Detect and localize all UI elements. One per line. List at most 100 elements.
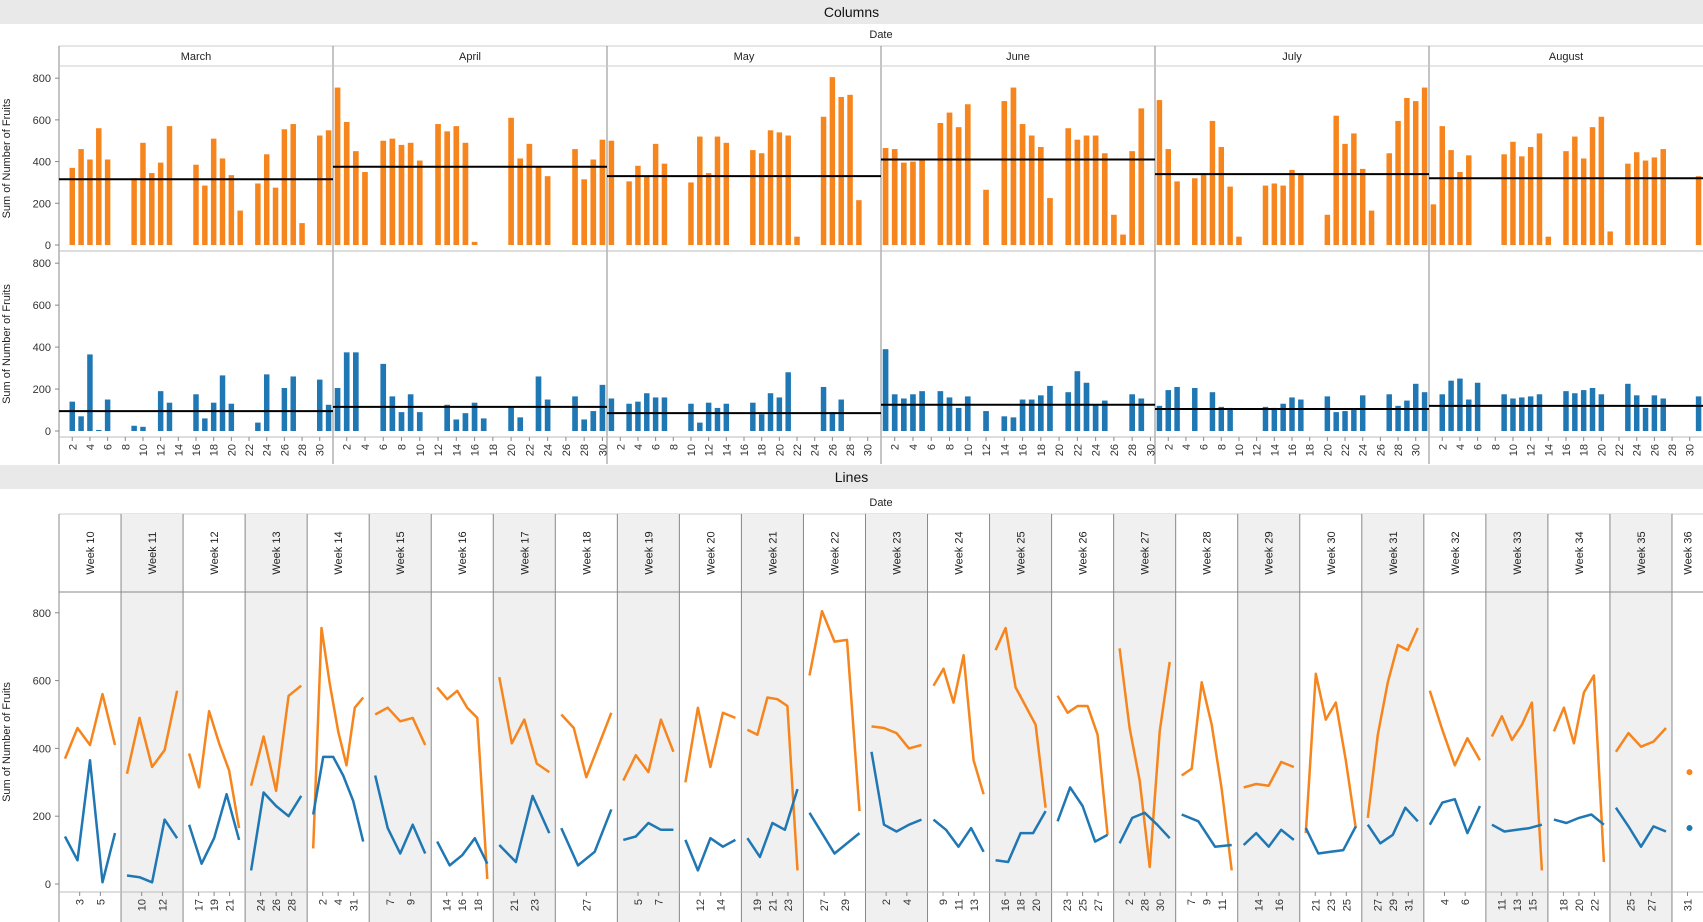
bar-blue-august-9: [1501, 394, 1507, 431]
bar-orange-june-12: [983, 189, 989, 245]
x-tick-label: 11: [1217, 899, 1229, 910]
week-header: Week 31: [1388, 531, 1400, 574]
bar-orange-july-29: [1404, 97, 1410, 245]
bar-orange-june-19: [1047, 198, 1053, 245]
x-tick-label: 30: [597, 444, 609, 456]
bar-orange-april-29: [590, 159, 597, 245]
bar-blue-july-17: [1298, 399, 1304, 431]
x-tick-label: 18: [1305, 444, 1317, 456]
line-orange-week-28: [1180, 681, 1233, 871]
x-tick-label: 2: [1163, 444, 1175, 450]
y-tick-label: 800: [33, 73, 51, 85]
x-tick-label: 30: [1155, 899, 1167, 911]
x-tick-label: 22: [1614, 444, 1626, 456]
x-tick-label: 27: [581, 899, 593, 911]
bar-orange-may-21: [785, 135, 791, 245]
bar-blue-march-16: [193, 394, 199, 431]
x-tick-label: 16: [457, 899, 469, 911]
x-tick-label: 11: [1496, 899, 1508, 910]
x-tick-label: 21: [225, 899, 237, 911]
x-tick-label: 9: [406, 899, 418, 905]
bar-blue-july-15: [1280, 403, 1286, 431]
x-tick-label: 4: [85, 444, 97, 450]
bar-orange-may-7: [661, 163, 668, 245]
bar-blue-june-4: [910, 394, 916, 431]
week-header: Week 30: [1326, 531, 1338, 574]
bar-blue-april-7: [389, 396, 396, 431]
bar-orange-april-27: [572, 149, 578, 245]
line-orange-week-29: [1243, 760, 1295, 789]
x-tick-label: 16: [1274, 899, 1286, 911]
x-tick-label: 2: [615, 444, 627, 450]
x-tick-label: 18: [473, 899, 485, 911]
bar-orange-august-10: [1510, 141, 1516, 245]
month-header-april: April: [459, 51, 481, 63]
bar-orange-august-24: [1633, 152, 1640, 245]
bar-blue-july-1: [1156, 405, 1163, 431]
bar-orange-april-4: [362, 172, 368, 245]
bar-blue-june-18: [1038, 395, 1044, 431]
bar-blue-may-10: [688, 403, 694, 431]
bar-orange-august-5: [1466, 155, 1472, 245]
bar-blue-march-26: [281, 388, 288, 431]
bar-orange-april-15: [462, 142, 469, 245]
y-axis-label: Sum of Number of Fruits: [1, 284, 13, 404]
x-tick-label: 29: [840, 899, 852, 911]
bar-orange-august-9: [1501, 154, 1507, 245]
y-tick-label: 600: [33, 300, 51, 312]
week-header: Week 11: [147, 532, 159, 574]
line-orange-week-10: [63, 692, 117, 760]
x-tick-label: 8: [120, 444, 132, 450]
x-tick-label: 9: [1202, 899, 1214, 905]
x-tick-label: 30: [315, 444, 327, 456]
week-header: Week 25: [1016, 531, 1028, 574]
bar-orange-august-16: [1563, 151, 1569, 245]
bar-orange-july-25: [1368, 210, 1375, 245]
x-tick-label: 12: [156, 444, 168, 456]
bar-orange-march-17: [202, 185, 208, 245]
x-tick-label: 23: [1062, 899, 1074, 911]
line-orange-week-34: [1552, 674, 1606, 863]
bar-blue-august-4: [1457, 378, 1463, 431]
line-blue-week-10: [63, 759, 117, 884]
bar-blue-march-31: [325, 404, 332, 431]
bar-blue-march-6: [104, 399, 111, 431]
x-tick-label: 2: [1124, 899, 1136, 905]
line-orange-week-12: [187, 709, 241, 829]
y-tick-label: 400: [33, 157, 51, 169]
x-tick-label: 26: [827, 444, 839, 456]
bar-blue-june-5: [919, 391, 925, 431]
bar-orange-august-19: [1589, 127, 1596, 245]
bar-orange-august-27: [1660, 149, 1666, 245]
bar-orange-march-30: [317, 135, 323, 245]
bar-orange-march-5: [96, 128, 102, 245]
bar-orange-may-25: [820, 116, 827, 245]
bar-orange-june-24: [1092, 135, 1099, 245]
bar-orange-july-6: [1200, 173, 1207, 245]
bar-blue-july-30: [1413, 383, 1419, 431]
line-blue-week-19: [622, 821, 674, 842]
bar-blue-june-9: [955, 407, 962, 431]
bar-blue-august-26: [1651, 395, 1658, 431]
x-tick-label: 14: [721, 444, 733, 456]
x-tick-label: 4: [908, 444, 920, 450]
x-tick-label: 15: [1527, 899, 1539, 911]
y-axis-label: Sum of Number of Fruits: [1, 682, 13, 802]
x-tick-label: 31: [1403, 899, 1415, 911]
bar-blue-march-10: [140, 426, 146, 431]
x-tick-label: 2: [67, 444, 79, 450]
bar-blue-april-16: [471, 402, 478, 431]
line-blue-week-21: [746, 788, 799, 859]
bar-blue-july-23: [1351, 410, 1357, 431]
bar-blue-june-3: [901, 398, 907, 431]
bar-orange-april-7: [389, 138, 396, 245]
week-band: [493, 514, 556, 922]
x-tick-label: 6: [1460, 899, 1472, 905]
week-band: [989, 514, 1052, 922]
x-tick-label: 2: [318, 899, 330, 905]
line-blue-week-32: [1428, 797, 1482, 835]
x-tick-label: 4: [1181, 444, 1193, 450]
bar-blue-may-4: [635, 401, 641, 431]
bar-orange-june-10: [964, 104, 971, 245]
bar-blue-april-13: [444, 404, 450, 431]
